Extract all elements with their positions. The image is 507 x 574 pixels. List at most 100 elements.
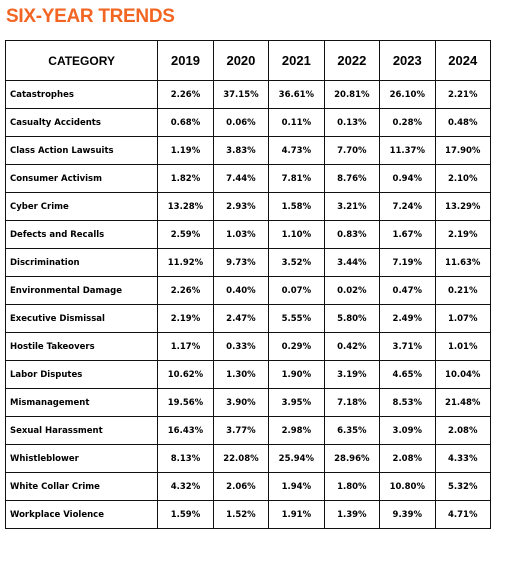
value-cell: 0.21% [434,276,492,305]
value-cell: 7.70% [323,136,381,165]
value-cell: 0.06% [212,108,270,137]
value-cell: 6.35% [323,416,381,445]
table-row: Class Action Lawsuits 1.19% 3.83% 4.73% 7.70… [4,136,492,165]
value-cell: 11.37% [379,136,436,165]
value-cell: 26.10% [379,80,436,109]
column-header-2022: 2022 [323,40,381,81]
value-cell: 36.61% [268,80,325,109]
value-cell: 37.15% [212,80,270,109]
value-cell: 1.90% [268,360,325,389]
page-title: SIX-YEAR TRENDS [6,6,175,27]
value-cell: 4.32% [157,472,214,501]
value-cell: 2.26% [157,276,214,305]
category-cell: Hostile Takeovers [4,332,159,361]
value-cell: 2.49% [379,304,436,333]
value-cell: 1.67% [379,220,436,249]
value-cell: 4.71% [434,500,492,529]
value-cell: 3.95% [268,388,325,417]
category-cell: Discrimination [4,248,159,277]
category-cell: Catastrophes [4,80,159,109]
value-cell: 7.24% [379,192,436,221]
table-row: Mismanagement 19.56% 3.90% 3.95% 7.18% 8.53% 2… [4,388,492,417]
column-header-2024: 2024 [434,40,492,81]
value-cell: 0.83% [323,220,381,249]
value-cell: 2.06% [212,472,270,501]
table-row: Cyber Crime 13.28% 2.93% 1.58% 3.21% 7.24% 13.… [4,192,492,221]
value-cell: 7.81% [268,164,325,193]
value-cell: 3.90% [212,388,270,417]
table-row: Labor Disputes 10.62% 1.30% 1.90% 3.19% 4.65%… [4,360,492,389]
value-cell: 10.04% [434,360,492,389]
value-cell: 10.62% [157,360,214,389]
value-cell: 1.94% [268,472,325,501]
category-cell: Workplace Violence [4,500,159,529]
category-cell: Whistleblower [4,444,159,473]
value-cell: 19.56% [157,388,214,417]
value-cell: 3.19% [323,360,381,389]
value-cell: 1.80% [323,472,381,501]
table-row: Hostile Takeovers 1.17% 0.33% 0.29% 0.42% 3.7… [4,332,492,361]
table-row: Defects and Recalls 2.59% 1.03% 1.10% 0.83% 1… [4,220,492,249]
table-row: Environmental Damage 2.26% 0.40% 0.07% 0.02%… [4,276,492,305]
table-row: Catastrophes 2.26% 37.15% 36.61% 20.81% 26.10… [4,80,492,109]
value-cell: 3.71% [379,332,436,361]
table-row: Whistleblower 8.13% 22.08% 25.94% 28.96% 2.08… [4,444,492,473]
column-header-2023: 2023 [379,40,436,81]
value-cell: 21.48% [434,388,492,417]
value-cell: 2.19% [157,304,214,333]
header-row: CATEGORY 2019 2020 2021 2022 2023 2024 [4,40,492,81]
value-cell: 17.90% [434,136,492,165]
value-cell: 2.08% [379,444,436,473]
table-row: Consumer Activism 1.82% 7.44% 7.81% 8.76% 0.9… [4,164,492,193]
value-cell: 20.81% [323,80,381,109]
value-cell: 1.58% [268,192,325,221]
category-cell: Sexual Harassment [4,416,159,445]
value-cell: 0.11% [268,108,325,137]
value-cell: 0.33% [212,332,270,361]
value-cell: 3.77% [212,416,270,445]
value-cell: 1.19% [157,136,214,165]
value-cell: 7.44% [212,164,270,193]
value-cell: 3.52% [268,248,325,277]
value-cell: 0.02% [323,276,381,305]
category-cell: Class Action Lawsuits [4,136,159,165]
value-cell: 10.80% [379,472,436,501]
value-cell: 1.59% [157,500,214,529]
value-cell: 7.18% [323,388,381,417]
value-cell: 8.53% [379,388,436,417]
value-cell: 1.01% [434,332,492,361]
value-cell: 2.08% [434,416,492,445]
value-cell: 2.98% [268,416,325,445]
value-cell: 1.30% [212,360,270,389]
table-row: Executive Dismissal 2.19% 2.47% 5.55% 5.80% 2… [4,304,492,333]
value-cell: 3.21% [323,192,381,221]
table-row: Workplace Violence 1.59% 1.52% 1.91% 1.39% 9.… [4,500,492,529]
value-cell: 1.39% [323,500,381,529]
value-cell: 0.94% [379,164,436,193]
value-cell: 2.59% [157,220,214,249]
value-cell: 9.39% [379,500,436,529]
value-cell: 0.28% [379,108,436,137]
value-cell: 2.21% [434,80,492,109]
value-cell: 1.91% [268,500,325,529]
category-cell: White Collar Crime [4,472,159,501]
table-row: Casualty Accidents 0.68% 0.06% 0.11% 0.13% 0.… [4,108,492,137]
value-cell: 3.83% [212,136,270,165]
category-cell: Executive Dismissal [4,304,159,333]
value-cell: 2.10% [434,164,492,193]
value-cell: 0.29% [268,332,325,361]
value-cell: 5.32% [434,472,492,501]
value-cell: 22.08% [212,444,270,473]
value-cell: 7.19% [379,248,436,277]
column-header-2020: 2020 [212,40,270,81]
value-cell: 8.76% [323,164,381,193]
value-cell: 0.40% [212,276,270,305]
value-cell: 3.09% [379,416,436,445]
category-cell: Casualty Accidents [4,108,159,137]
value-cell: 2.93% [212,192,270,221]
value-cell: 8.13% [157,444,214,473]
category-cell: Mismanagement [4,388,159,417]
column-header-2019: 2019 [157,40,214,81]
value-cell: 0.68% [157,108,214,137]
category-cell: Consumer Activism [4,164,159,193]
